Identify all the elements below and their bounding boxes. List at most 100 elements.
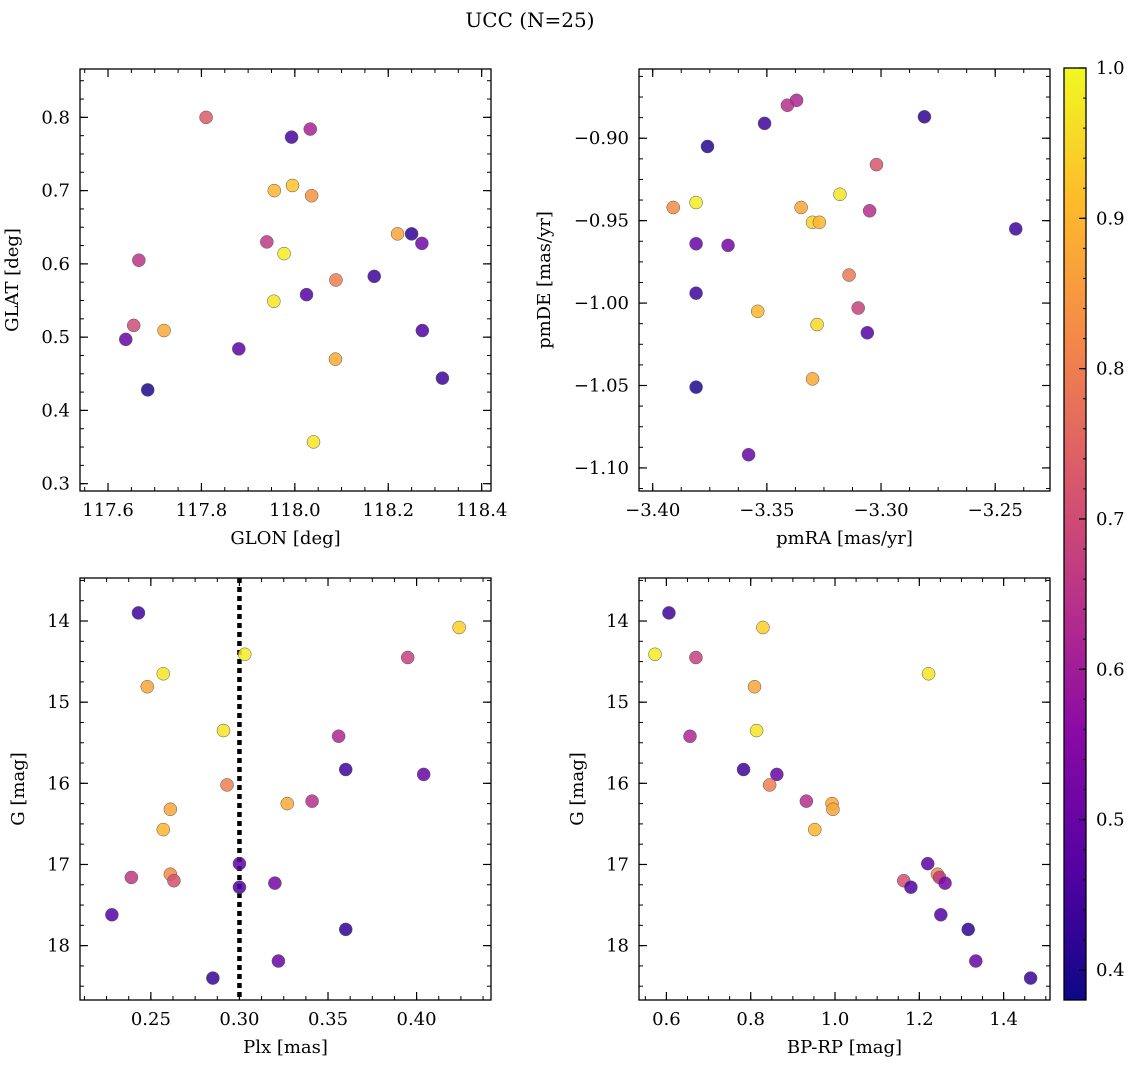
scatter-point — [689, 650, 703, 665]
x-axis-label: BP-RP [mag] — [787, 1037, 902, 1058]
scatter-point — [762, 778, 777, 792]
y-tick-label: 15 — [606, 692, 629, 713]
scatter-point — [416, 767, 431, 782]
y-tick-label: 17 — [606, 854, 629, 875]
colorbar: 0.4 0.5 0.6 0.7 0.8 0.9 1.0 — [1063, 58, 1125, 1001]
scatter-point — [304, 188, 319, 203]
scatter-point — [917, 110, 932, 124]
colorbar-tick-label: 0.8 — [1096, 359, 1125, 380]
x-axis-label: Plx [mas] — [243, 1037, 328, 1058]
colorbar-tick-label: 0.6 — [1096, 659, 1125, 680]
scatter-point — [452, 620, 466, 635]
scatter-point — [268, 876, 282, 890]
scatter-point — [140, 383, 155, 397]
scatter-point — [961, 922, 975, 937]
y-tick-label: 0.6 — [41, 254, 70, 275]
scatter-point — [328, 352, 343, 366]
scatter-point — [689, 380, 703, 394]
scatter-point — [271, 954, 286, 968]
x-tick-label: −3.30 — [853, 500, 908, 521]
x-tick-label: 1.0 — [821, 1009, 850, 1030]
scatter-point — [435, 371, 450, 385]
scatter-point — [842, 268, 856, 282]
scatter-point — [199, 110, 213, 125]
scatter-point — [232, 856, 247, 871]
scatter-point — [163, 802, 178, 817]
scatter-point — [277, 246, 291, 261]
scatter-point — [969, 954, 983, 968]
panel-plx-g: 0.25 0.30 0.35 0.40 14 15 16 17 18 Plx [mas] G [ma… — [8, 577, 492, 1058]
x-tick-label: 118.4 — [456, 500, 508, 521]
scatter-point — [156, 822, 171, 837]
y-tick-label: 16 — [606, 773, 629, 794]
y-tick-label: 0.5 — [41, 327, 70, 348]
scatter-point — [280, 796, 295, 811]
x-tick-label: −3.35 — [739, 500, 794, 521]
scatter-point — [331, 729, 346, 743]
scatter-point — [869, 157, 884, 172]
scatter-point — [812, 215, 827, 230]
scatter-point — [220, 778, 234, 792]
colorbar-tick-label: 0.9 — [1096, 208, 1125, 229]
x-axis-label: GLON [deg] — [230, 528, 340, 549]
scatter-point — [736, 762, 751, 777]
y-tick-label: 15 — [47, 692, 70, 713]
scatter-point — [689, 236, 703, 251]
y-tick-label: 18 — [606, 936, 629, 957]
scatter-point — [648, 647, 662, 662]
y-tick-label: −1.10 — [574, 458, 629, 479]
scatter-point — [851, 301, 865, 315]
axes-frame — [638, 68, 1051, 492]
scatter-point — [132, 253, 146, 267]
axes-frame — [79, 577, 492, 1001]
colorbar-tick-label: 0.4 — [1096, 960, 1125, 981]
x-tick-label: 1.2 — [905, 1009, 934, 1030]
scatter-point — [338, 922, 353, 937]
scatter-point — [329, 273, 343, 287]
panel-pmra-pmde: −3.40 −3.35 −3.30 −3.25 −1.10 −1.05 −1.00 −0.95… — [534, 68, 1051, 549]
x-tick-label: 118.0 — [269, 500, 321, 521]
y-tick-label: −0.95 — [574, 211, 629, 232]
axes-frame — [79, 68, 492, 492]
scatter-point — [338, 762, 353, 777]
scatter-point — [683, 729, 697, 743]
scatter-point — [140, 679, 155, 694]
scatter-point — [415, 236, 429, 251]
scatter-point — [780, 98, 795, 113]
scatter-point — [400, 650, 415, 665]
colorbar-tick-label: 0.7 — [1096, 509, 1125, 530]
scatter-point — [206, 971, 220, 985]
scatter-point — [741, 447, 756, 462]
scatter-point — [267, 294, 281, 308]
scatter-point — [119, 332, 133, 347]
y-tick-label: 18 — [47, 936, 70, 957]
y-axis-label: G [mag] — [8, 752, 29, 825]
y-tick-label: 17 — [47, 854, 70, 875]
scatter-point — [232, 880, 247, 894]
scatter-point — [1023, 971, 1038, 985]
panel-glon-glat: 117.6 117.8 118.0 118.2 118.4 0.3 0.4 0.5 0.6 0.7… — [2, 68, 508, 549]
scatter-point — [404, 227, 419, 241]
x-axis-label: pmRA [mas/yr] — [776, 528, 913, 549]
scatter-point — [105, 908, 119, 922]
scatter-point — [303, 122, 318, 136]
y-axis-label: pmDE [mas/yr] — [534, 211, 555, 349]
axes-frame — [638, 577, 1051, 1001]
scatter-point — [284, 130, 299, 144]
x-tick-label: −3.40 — [625, 500, 680, 521]
y-tick-label: 0.3 — [41, 474, 70, 495]
scatter-point — [238, 647, 252, 662]
scatter-point — [666, 200, 680, 215]
panels: 117.6 117.8 118.0 118.2 118.4 0.3 0.4 0.5 0.6 0.7… — [2, 68, 1051, 1058]
scatter-point — [662, 606, 676, 620]
scatter-point — [131, 606, 146, 620]
x-tick-label: 0.6 — [652, 1009, 681, 1030]
y-tick-label: −1.00 — [574, 293, 629, 314]
scatter-point — [833, 187, 847, 202]
scatter-point — [756, 620, 770, 635]
x-tick-label: 117.8 — [176, 500, 228, 521]
x-tick-label: 0.40 — [397, 1009, 437, 1030]
scatter-point — [750, 304, 765, 319]
scatter-point — [921, 667, 936, 681]
